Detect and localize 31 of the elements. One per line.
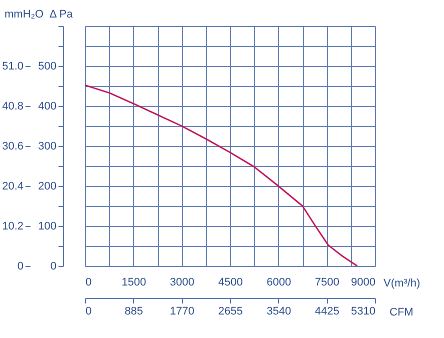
- y-tick-label: 200: [38, 180, 56, 192]
- y-tick-label: 500: [38, 60, 56, 72]
- y-tick-label: 0: [50, 260, 56, 272]
- y-tick-label: 400: [38, 100, 56, 112]
- x2-tick-label: 885: [124, 306, 144, 318]
- x2-tick-label: 5310: [351, 306, 376, 318]
- y2-tick-label: 0: [17, 260, 24, 272]
- y-tick-label: 100: [38, 220, 56, 232]
- x-tick-label: 7500: [314, 276, 340, 288]
- y2-tick-label: 30.6: [2, 140, 24, 152]
- x-tick-label: 6000: [266, 276, 292, 288]
- line-series: [84, 84, 358, 267]
- x-axis-title: V(m³/h): [384, 278, 420, 290]
- x-tick-label: 0: [86, 276, 92, 288]
- x2-tick-label: 0: [86, 306, 92, 318]
- x2-tick-label: 4425: [314, 306, 340, 318]
- y-axis-title: Δ Pa: [50, 8, 74, 20]
- y2-tick-label: 10.2: [2, 220, 24, 232]
- y2-tick-label: 40.8: [2, 100, 24, 112]
- y2-tick-label: 51.0: [2, 60, 24, 72]
- x-tick-label: 1500: [122, 276, 146, 288]
- x2-axis-title: CFM: [390, 306, 414, 318]
- x-tick-label: 3000: [170, 276, 194, 288]
- x2-tick-label: 2655: [218, 306, 243, 318]
- x2-tick-label: 3540: [266, 306, 292, 318]
- x2-tick-label: 1770: [170, 306, 194, 318]
- y2-axis-title: mmH₂O: [4, 8, 44, 20]
- x-tick-label: 9000: [351, 276, 376, 288]
- y2-tick-label: 20.4: [2, 180, 24, 192]
- y-tick-label: 300: [38, 140, 56, 152]
- x-tick-label: 4500: [218, 276, 243, 288]
